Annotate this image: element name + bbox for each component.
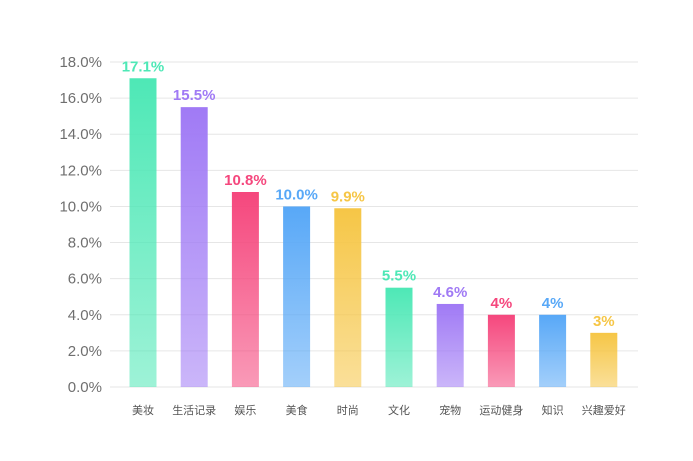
- category-label: 时尚: [337, 403, 359, 417]
- bar-娱乐: [231, 192, 259, 387]
- bars: [129, 78, 618, 387]
- y-tick-label: 4.0%: [68, 307, 102, 324]
- category-label: 知识: [542, 403, 564, 417]
- value-label: 9.9%: [331, 188, 365, 205]
- value-label: 3%: [593, 313, 615, 330]
- value-label: 10.0%: [275, 186, 318, 203]
- y-tick-label: 2.0%: [68, 343, 102, 360]
- category-label: 美食: [286, 403, 308, 417]
- value-label: 4.6%: [433, 284, 467, 301]
- bar-生活记录: [180, 107, 208, 387]
- value-label: 17.1%: [122, 58, 165, 75]
- bar-宠物: [436, 303, 464, 387]
- category-label: 运动健身: [479, 403, 523, 417]
- bar-运动健身: [487, 314, 515, 387]
- y-tick-label: 12.0%: [59, 162, 102, 179]
- x-axis-category-labels: 美妆 生活记录 娱乐 美食 时尚 文化 宠物 运动健身 知识 兴趣爱好: [132, 403, 626, 417]
- y-tick-label: 16.0%: [59, 90, 102, 107]
- category-label: 宠物: [439, 403, 461, 417]
- category-label: 兴趣爱好: [582, 403, 626, 417]
- category-label: 文化: [388, 403, 410, 417]
- bar-兴趣爱好: [590, 332, 618, 387]
- y-tick-label: 14.0%: [59, 126, 102, 143]
- value-label: 5.5%: [382, 268, 416, 285]
- bar-时尚: [334, 208, 362, 387]
- value-label: 15.5%: [173, 87, 216, 104]
- bar-美食: [283, 206, 311, 387]
- y-tick-label: 8.0%: [68, 235, 102, 252]
- y-tick-label: 6.0%: [68, 271, 102, 288]
- bar-美妆: [129, 78, 157, 387]
- category-label: 娱乐: [234, 403, 256, 417]
- bar-文化: [385, 287, 413, 387]
- y-tick-label: 0.0%: [68, 379, 102, 396]
- category-label: 生活记录: [172, 403, 216, 417]
- value-label: 4%: [491, 295, 513, 312]
- value-label: 4%: [542, 295, 564, 312]
- value-label: 10.8%: [224, 172, 267, 189]
- value-labels: 17.1% 15.5% 10.8% 10.0% 9.9% 5.5% 4.6% 4% 4% 3%: [122, 58, 615, 330]
- category-label: 美妆: [132, 404, 154, 417]
- y-tick-label: 18.0%: [59, 54, 102, 71]
- y-tick-label: 10.0%: [59, 198, 102, 215]
- bar-知识: [539, 314, 567, 387]
- y-axis-tick-labels: 0.0% 2.0% 4.0% 6.0% 8.0% 10.0% 12.0% 14.0% 16.0%…: [59, 54, 102, 396]
